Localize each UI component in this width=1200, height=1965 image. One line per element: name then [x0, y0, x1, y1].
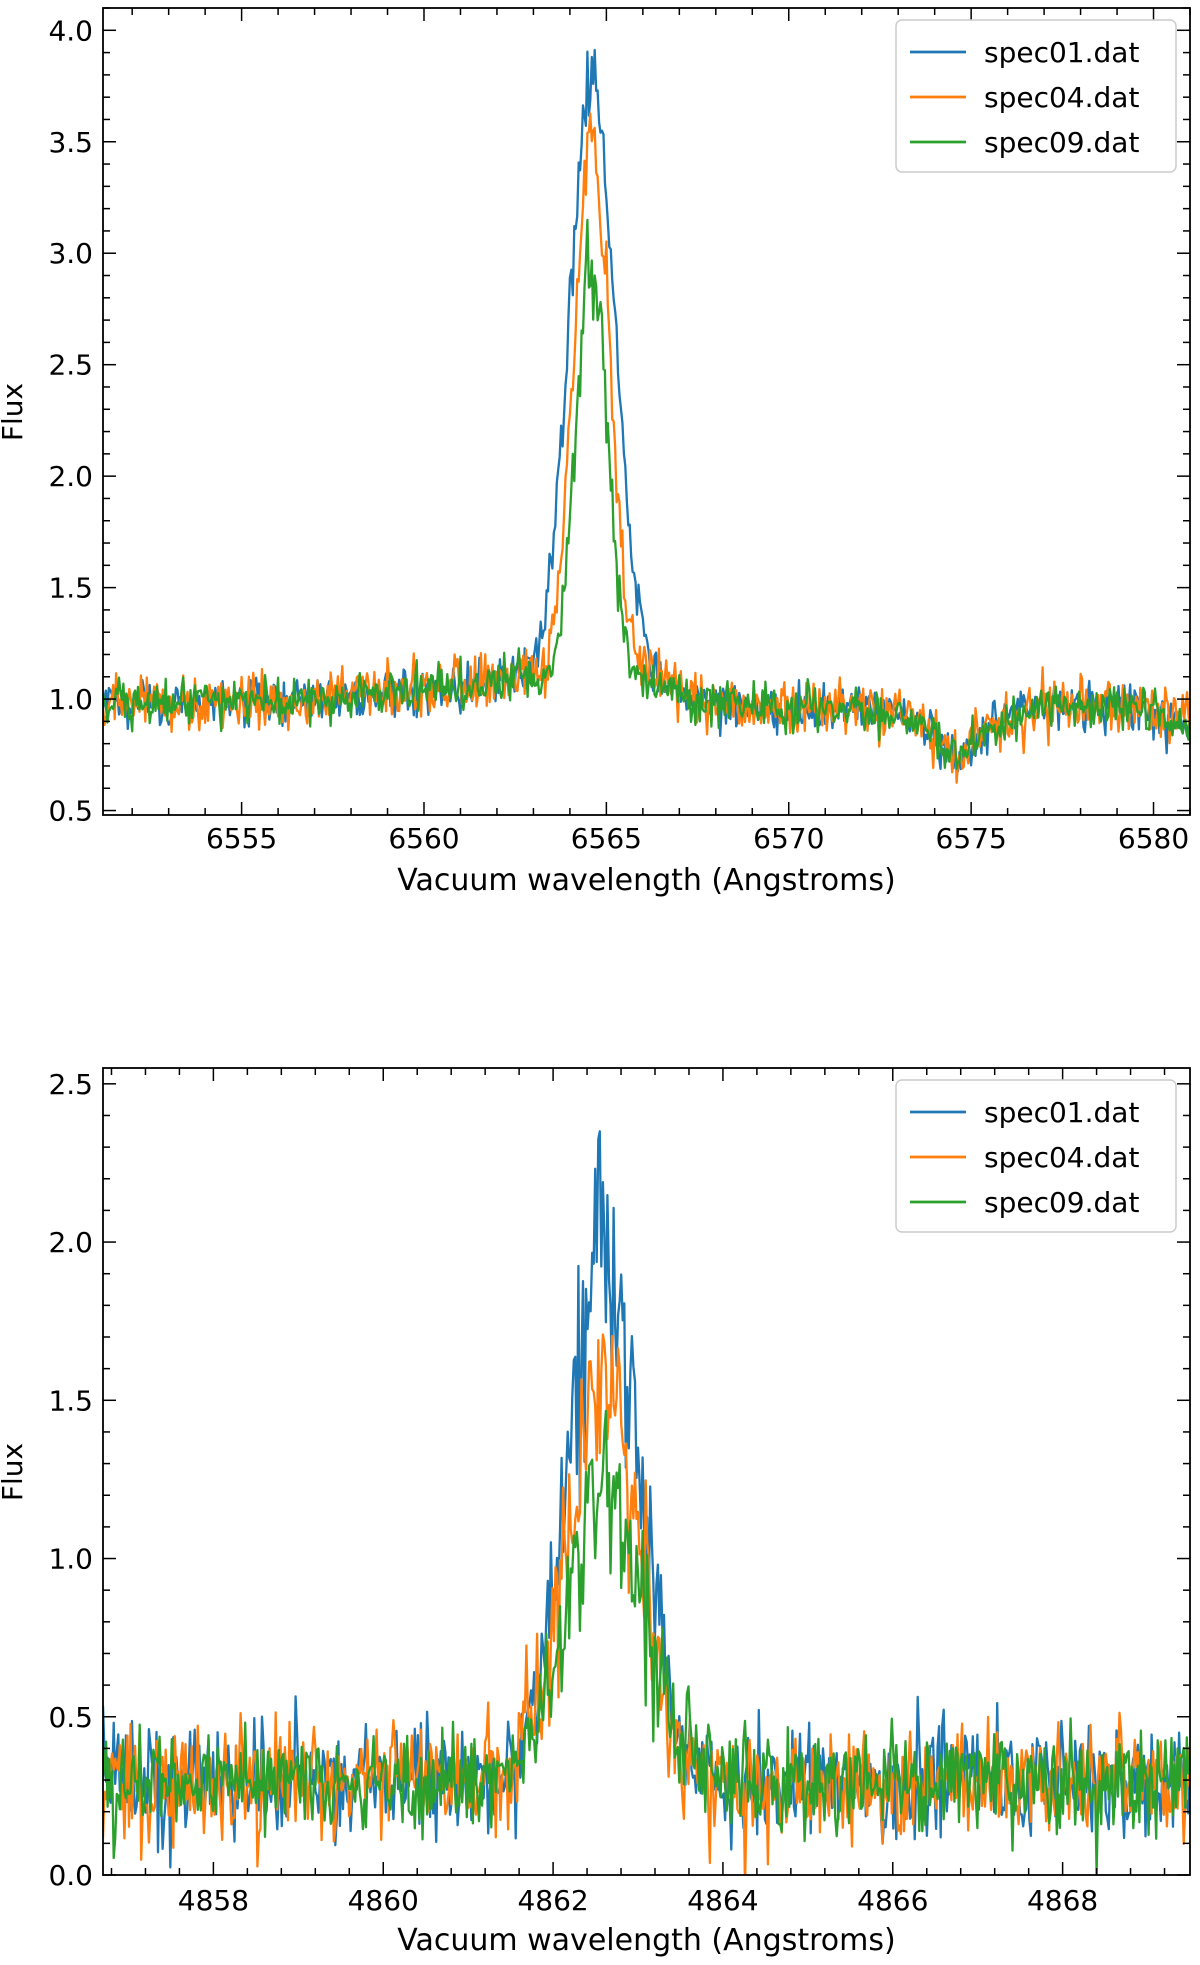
legend-label: spec01.dat	[984, 36, 1139, 69]
axes-frame	[102, 7, 1191, 816]
x-tick-label: 6575	[936, 822, 1007, 855]
x-tick-label: 4866	[857, 1884, 928, 1917]
y-tick-label: 0.0	[48, 1859, 93, 1892]
x-tick-label: 4860	[348, 1884, 419, 1917]
y-tick-label: 0.5	[48, 795, 93, 828]
series-line-spec04.dat	[103, 112, 1190, 784]
y-tick-label: 2.5	[48, 349, 93, 382]
series-line-spec09.dat	[103, 218, 1190, 770]
series-line-spec01.dat	[103, 48, 1190, 773]
x-tick-label: 6560	[388, 822, 459, 855]
x-tick-label: 4864	[687, 1884, 758, 1917]
legend-label: spec04.dat	[984, 81, 1139, 114]
legend: spec01.dat spec04.dat spec09.dat	[895, 1079, 1177, 1233]
y-tick-label: 1.0	[48, 683, 93, 716]
x-tick-label: 4862	[517, 1884, 588, 1917]
x-tick-label: 6570	[753, 822, 824, 855]
x-tick-label: 4858	[178, 1884, 249, 1917]
axes-frame	[102, 1067, 1191, 1876]
hbeta-chart: 4858 4860 4862 4864 4866 4868 0.0 0.5 1.0 1.5 2.0 2…	[0, 1067, 1191, 1958]
y-tick-label: 2.0	[48, 1226, 93, 1259]
y-tick-label: 2.5	[48, 1068, 93, 1101]
halpha-chart: 6555 6560 6565 6570 6575 6580 0.5 1.0 1.5 2.0 2.5 3…	[0, 7, 1191, 898]
x-tick-label: 6580	[1118, 822, 1189, 855]
legend-label: spec01.dat	[984, 1096, 1139, 1129]
x-axis-label: Vacuum wavelength (Angstroms)	[397, 863, 895, 898]
y-axis-label: Flux	[0, 1443, 29, 1501]
x-tick-label: 4868	[1027, 1884, 1098, 1917]
legend-box	[895, 19, 1177, 173]
y-tick-label: 1.5	[48, 572, 93, 605]
y-tick-label: 3.5	[48, 126, 93, 159]
y-tick-label: 3.0	[48, 237, 93, 270]
legend-label: spec04.dat	[984, 1141, 1139, 1174]
y-tick-label: 1.0	[48, 1543, 93, 1576]
x-tick-label: 6555	[206, 822, 277, 855]
y-tick-label: 4.0	[48, 14, 93, 47]
legend-box	[895, 1079, 1177, 1233]
series-group	[103, 48, 1190, 784]
y-tick-label: 1.5	[48, 1384, 93, 1417]
legend: spec01.dat spec04.dat spec09.dat	[895, 19, 1177, 173]
series-group	[103, 1130, 1190, 1875]
x-tick-label: 6565	[571, 822, 642, 855]
y-axis-label: Flux	[0, 383, 29, 441]
legend-label: spec09.dat	[984, 126, 1139, 159]
y-tick-label: 0.5	[48, 1701, 93, 1734]
x-axis-label: Vacuum wavelength (Angstroms)	[397, 1923, 895, 1958]
series-line-spec09.dat	[103, 1409, 1190, 1875]
y-tick-label: 2.0	[48, 460, 93, 493]
legend-label: spec09.dat	[984, 1186, 1139, 1219]
